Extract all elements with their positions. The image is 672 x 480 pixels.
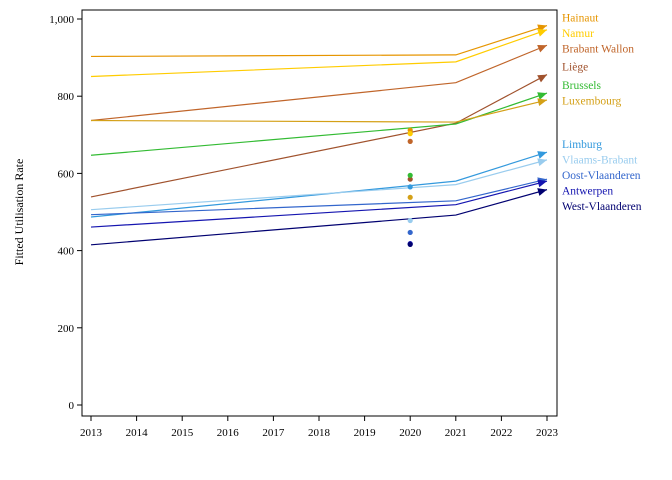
y-tick-label-800: 800 bbox=[58, 91, 75, 103]
y-axis-title: Fitted Utilisation Rate bbox=[12, 159, 26, 266]
series-label-namur: Namur bbox=[562, 28, 594, 40]
series-point-2020-limburg bbox=[407, 184, 413, 190]
x-tick-label-2017: 2017 bbox=[262, 427, 285, 439]
series-line-namur bbox=[90, 29, 548, 78]
series-label-oost-vlaanderen: Oost-Vlaanderen bbox=[562, 170, 641, 182]
series-arrowhead-brussels bbox=[537, 92, 547, 100]
series-point-2020-liege bbox=[407, 176, 413, 182]
series-arrowhead-vlaams-brabant bbox=[537, 158, 547, 167]
series-label-vlaams-brabant: Vlaams-Brabant bbox=[562, 155, 638, 167]
series-label-liege: Liège bbox=[562, 62, 588, 74]
y-tick-label-1000: 1,000 bbox=[49, 14, 74, 26]
x-tick-label-2015: 2015 bbox=[171, 427, 194, 439]
series-arrowhead-namur bbox=[537, 29, 547, 37]
x-tick-label-2020: 2020 bbox=[399, 427, 422, 439]
y-axis: 0 200 400 600 800 1,000 bbox=[49, 14, 82, 412]
x-tick-label-2016: 2016 bbox=[217, 427, 240, 439]
series-label-west-vlaanderen: West-Vlaanderen bbox=[562, 201, 642, 213]
series-line-west-vlaanderen bbox=[90, 189, 548, 246]
series-arrowhead-limburg bbox=[537, 151, 547, 159]
series-label-antwerpen: Antwerpen bbox=[562, 186, 613, 198]
series-arrowhead-west-vlaanderen bbox=[537, 188, 547, 196]
series-label-luxembourg: Luxembourg bbox=[562, 96, 621, 108]
x-tick-label-2014: 2014 bbox=[126, 427, 149, 439]
series-lines bbox=[90, 24, 548, 246]
series-label-hainaut: Hainaut bbox=[562, 13, 599, 25]
series-label-brabant-wallon: Brabant Wallon bbox=[562, 44, 634, 56]
series-label-brussels: Brussels bbox=[562, 80, 602, 92]
series-point-2020-luxembourg bbox=[407, 194, 413, 200]
x-tick-label-2013: 2013 bbox=[80, 427, 103, 439]
series-arrowhead-luxembourg bbox=[537, 98, 547, 107]
series-points-2020 bbox=[407, 127, 413, 248]
series-point-2020-namur bbox=[407, 131, 413, 137]
x-tick-label-2021: 2021 bbox=[445, 427, 467, 439]
series-arrowhead-antwerpen bbox=[537, 179, 547, 188]
x-tick-label-2023: 2023 bbox=[536, 427, 559, 439]
series-point-2020-vlaams-brabant bbox=[407, 217, 413, 224]
series-point-2020-brabant-wallon bbox=[407, 138, 413, 144]
x-tick-label-2019: 2019 bbox=[354, 427, 377, 439]
series-labels: Hainaut Namur Brabant Wallon Liège Brussels L… bbox=[562, 13, 642, 214]
y-tick-label-600: 600 bbox=[58, 168, 75, 180]
x-tick-label-2022: 2022 bbox=[490, 427, 512, 439]
x-tick-label-2018: 2018 bbox=[308, 427, 331, 439]
series-line-antwerpen bbox=[90, 180, 548, 228]
series-line-brussels bbox=[90, 92, 548, 156]
series-point-2020-west-vlaanderen bbox=[407, 241, 413, 248]
series-line-oost-vlaanderen bbox=[90, 178, 548, 216]
series-line-hainaut bbox=[90, 24, 548, 58]
y-tick-label-0: 0 bbox=[69, 400, 75, 412]
series-label-limburg: Limburg bbox=[562, 139, 602, 151]
series-point-2020-brussels bbox=[407, 172, 413, 178]
x-axis: 2013 2014 2015 2016 2017 2018 2019 2020 2021 2022… bbox=[80, 416, 559, 439]
series-arrowhead-brabant-wallon bbox=[537, 44, 547, 53]
series-line-limburg bbox=[90, 151, 548, 218]
series-line-vlaams-brabant bbox=[90, 159, 548, 211]
series-line-luxembourg bbox=[90, 99, 548, 123]
series-line-liege bbox=[90, 74, 548, 198]
series-line-brabant-wallon bbox=[90, 44, 548, 122]
series-arrowhead-liege bbox=[537, 74, 547, 83]
series-point-2020-oost-vlaanderen bbox=[407, 229, 413, 236]
y-tick-label-400: 400 bbox=[58, 246, 75, 258]
y-tick-label-200: 200 bbox=[58, 323, 75, 335]
